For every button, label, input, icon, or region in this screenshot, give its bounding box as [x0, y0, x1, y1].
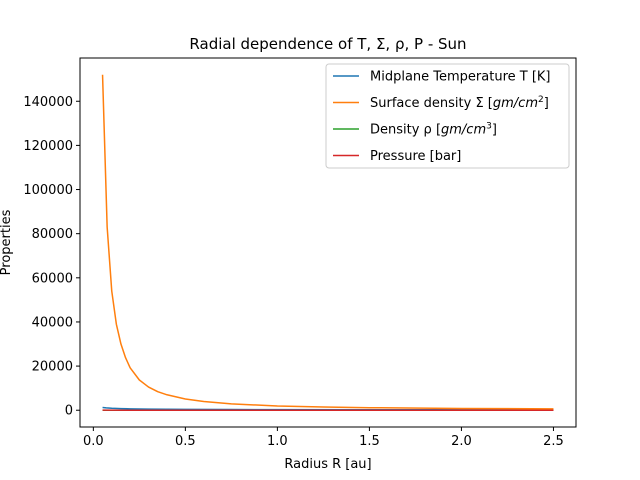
- legend-label-1: Midplane Temperature T [K]: [370, 70, 551, 85]
- legend: Midplane Temperature T [K] Surface densit…: [325, 63, 570, 169]
- legend-label-4: Pressure [bar]: [370, 149, 461, 164]
- y-tick-label: 60000: [32, 271, 73, 286]
- y-tick-label: 80000: [32, 227, 73, 242]
- legend-label-2: Surface density Σ [gm/cm2]: [370, 95, 549, 111]
- legend-box: [325, 63, 570, 169]
- y-tick-label: 20000: [32, 360, 73, 375]
- y-axis-ticks: 0 20000 40000 60000 80000 100000 120000 140000: [23, 95, 80, 419]
- y-tick-label: 140000: [23, 95, 73, 110]
- x-tick-label: 1.0: [267, 434, 288, 449]
- y-axis-label: Properties: [0, 209, 14, 275]
- x-tick-label: 1.5: [359, 434, 380, 449]
- y-tick-label: 100000: [23, 183, 73, 198]
- chart-title: Radial dependence of T, Σ, ρ, P - Sun: [189, 35, 466, 53]
- y-tick-label: 40000: [32, 315, 73, 330]
- y-tick-label: 0: [65, 404, 73, 419]
- x-axis-ticks: 0.0 0.5 1.0 1.5 2.0 2.5: [83, 427, 564, 449]
- axes-frame: [79, 57, 577, 428]
- y-tick-label: 120000: [23, 139, 73, 154]
- x-tick-label: 2.0: [451, 434, 472, 449]
- x-tick-label: 0.5: [175, 434, 196, 449]
- series-line-2: [101, 74, 554, 410]
- series-layer: [101, 74, 554, 411]
- legend-label-3: Density ρ [gm/cm3]: [370, 122, 497, 138]
- x-tick-label: 0.0: [83, 434, 104, 449]
- x-axis-label: Radius R [au]: [284, 457, 371, 472]
- x-tick-label: 2.5: [543, 434, 564, 449]
